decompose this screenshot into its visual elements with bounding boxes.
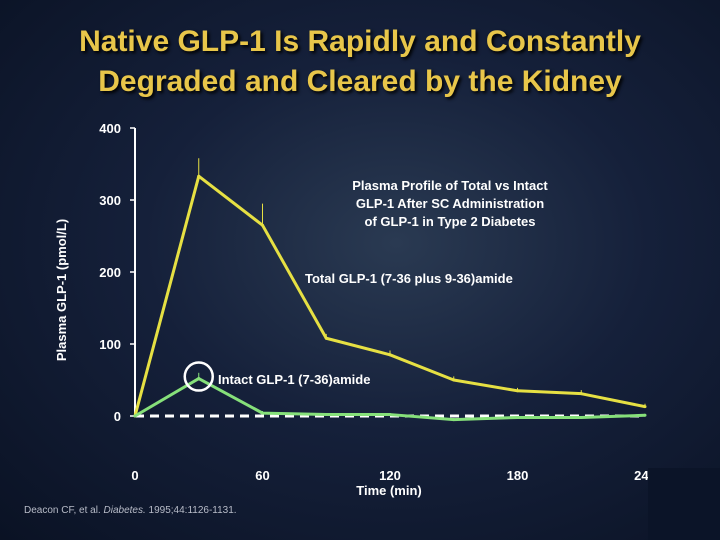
citation-journal: Diabetes. xyxy=(103,505,146,516)
citation-ref: 1995;44:1126-1131. xyxy=(148,505,237,516)
x-tick-label: 60 xyxy=(255,468,269,483)
citation: Deacon CF, et al. Diabetes. 1995;44:1126… xyxy=(24,505,237,516)
total-data-point xyxy=(261,223,264,227)
citation-authors: Deacon CF, et al. xyxy=(24,505,101,516)
y-tick-label: 200 xyxy=(99,265,121,280)
slide-title: Native GLP-1 Is Rapidly and Constantly D… xyxy=(0,22,720,102)
chart-title-line: of GLP-1 in Type 2 Diabetes xyxy=(365,214,536,229)
title-line-2: Degraded and Cleared by the Kidney xyxy=(98,65,622,98)
y-tick-label: 300 xyxy=(99,193,121,208)
y-axis-title: Plasma GLP-1 (pmol/L) xyxy=(54,219,69,361)
y-tick-label: 0 xyxy=(114,409,121,424)
total-data-point xyxy=(388,353,392,357)
chart-title-line: Plasma Profile of Total vs Intact xyxy=(352,178,548,193)
intact-data-point xyxy=(197,377,201,381)
y-tick-label: 100 xyxy=(99,337,121,352)
chart-title-line: GLP-1 After SC Administration xyxy=(356,196,544,211)
intact-series-annotation: Intact GLP-1 (7-36)amide xyxy=(218,372,370,387)
total-data-point xyxy=(643,405,647,409)
intact-data-point xyxy=(324,413,328,417)
corner-block xyxy=(648,468,720,540)
total-data-point xyxy=(452,378,456,382)
intact-data-point xyxy=(452,418,456,422)
intact-data-point xyxy=(261,411,264,415)
total-series-annotation: Total GLP-1 (7-36 plus 9-36)amide xyxy=(305,271,513,286)
intact-data-point xyxy=(388,413,392,417)
intact-data-point xyxy=(579,415,583,419)
intact-data-point xyxy=(643,413,647,417)
intact-data-point xyxy=(133,414,137,418)
total-data-point xyxy=(516,389,519,393)
total-data-point xyxy=(579,392,583,396)
total-data-point xyxy=(324,336,328,340)
total-data-point xyxy=(197,174,201,178)
intact-peak-highlight-circle xyxy=(183,361,214,392)
x-axis-title: Time (min) xyxy=(356,483,422,498)
title-line-1: Native GLP-1 Is Rapidly and Constantly xyxy=(79,25,641,58)
y-tick-label: 400 xyxy=(99,121,121,136)
intact-data-point xyxy=(516,415,519,419)
x-tick-label: 120 xyxy=(379,468,401,483)
x-tick-label: 180 xyxy=(507,468,529,483)
x-tick-label: 0 xyxy=(131,468,138,483)
